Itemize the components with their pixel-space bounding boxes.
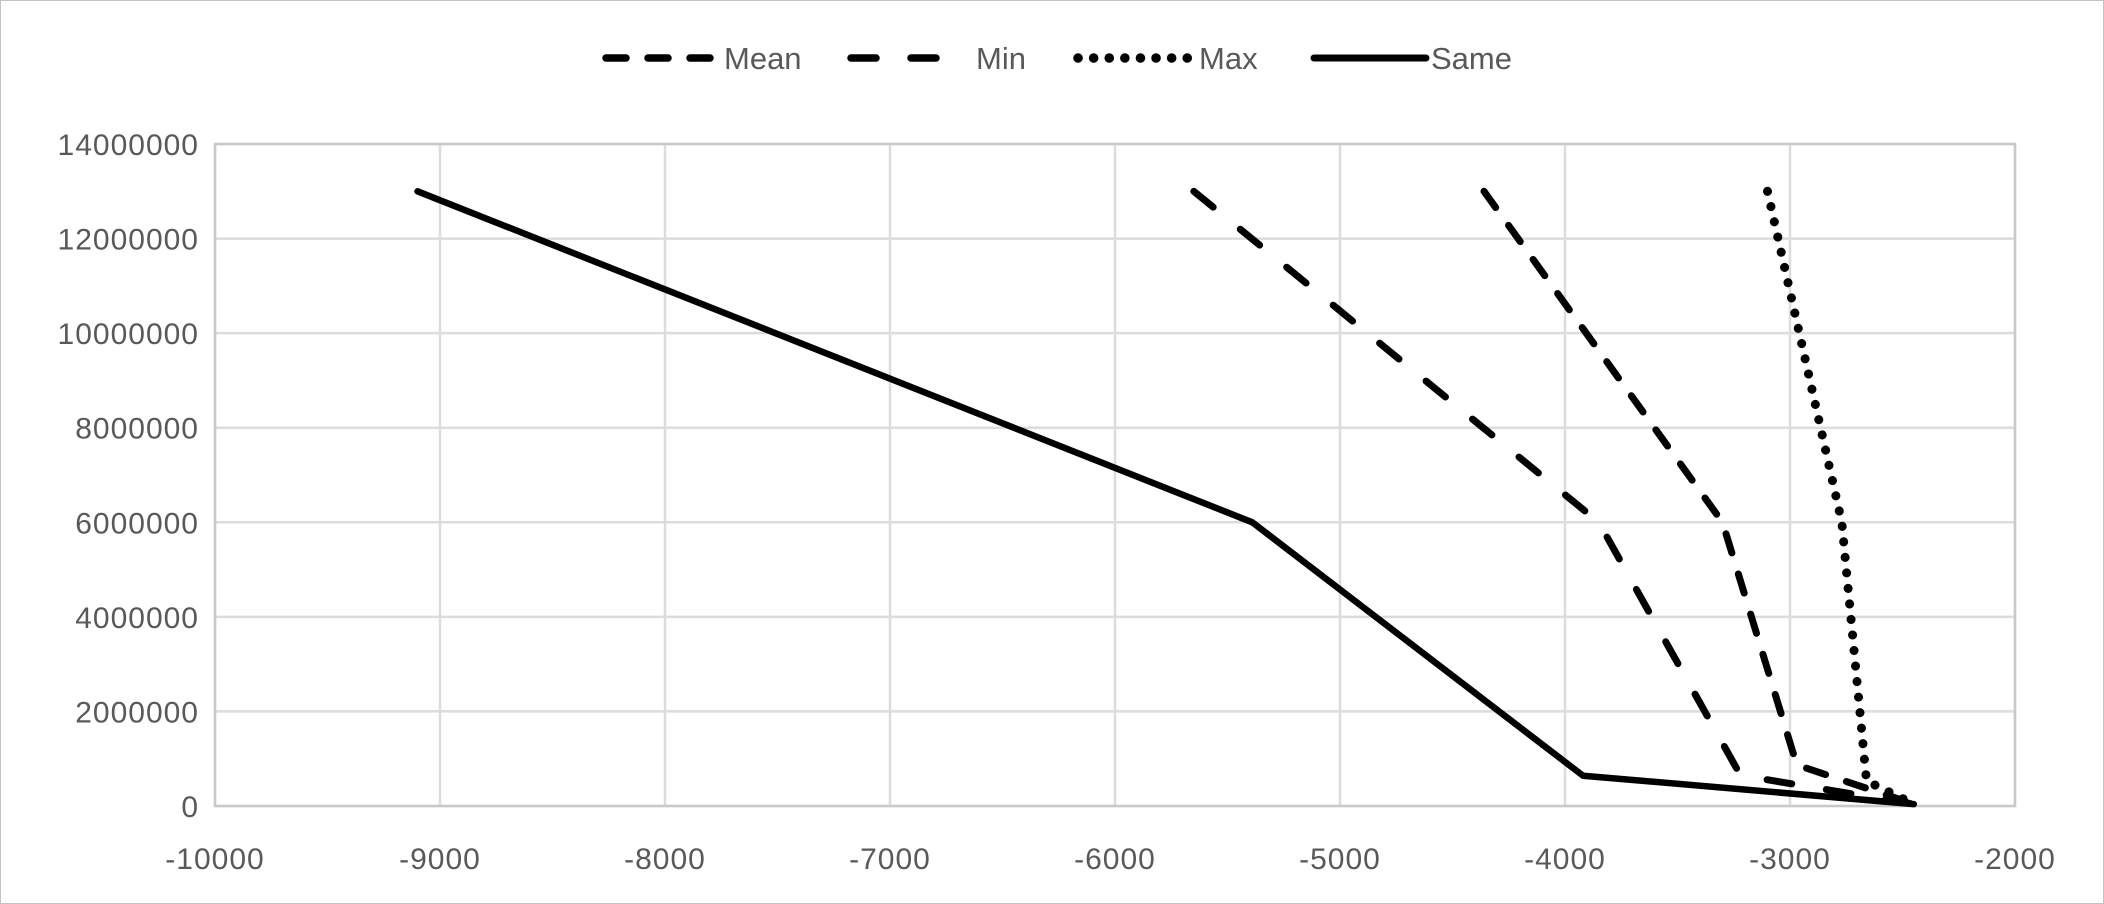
x-axis-tick-label: -2000 xyxy=(1974,843,2056,876)
plot-area-border xyxy=(213,142,2017,808)
y-axis-tick-label: 12000000 xyxy=(58,224,199,257)
legend-label-mean: Mean xyxy=(724,41,802,76)
legend-label-min: Min xyxy=(976,41,1026,76)
series-line-max xyxy=(1763,186,1919,809)
legend-label-same: Same xyxy=(1431,41,1512,76)
x-axis-tick-label: -9000 xyxy=(399,843,481,876)
y-axis-tick-label: 4000000 xyxy=(75,602,199,635)
y-axis-tick-label: 10000000 xyxy=(58,318,199,351)
x-axis-tick-label: -8000 xyxy=(624,843,706,876)
x-axis-tick-label: -7000 xyxy=(849,843,931,876)
x-axis-tick-label: -5000 xyxy=(1299,843,1381,876)
series-line-same xyxy=(414,188,1918,808)
x-axis-tick-label: -3000 xyxy=(1749,843,1831,876)
x-axis-tick-label: -6000 xyxy=(1074,843,1156,876)
series-line-min xyxy=(1190,187,1918,808)
y-axis-tick-label: 8000000 xyxy=(75,413,199,446)
x-axis-tick-label: -10000 xyxy=(165,843,264,876)
legend-label-max: Max xyxy=(1199,41,1258,76)
series-line-mean xyxy=(1480,187,1918,808)
y-axis-tick-label: 0 xyxy=(181,791,199,824)
y-axis-tick-label: 2000000 xyxy=(75,696,199,729)
x-axis-tick-label: -4000 xyxy=(1524,843,1606,876)
y-axis-tick-label: 14000000 xyxy=(58,129,199,162)
y-axis-tick-label: 6000000 xyxy=(75,507,199,540)
